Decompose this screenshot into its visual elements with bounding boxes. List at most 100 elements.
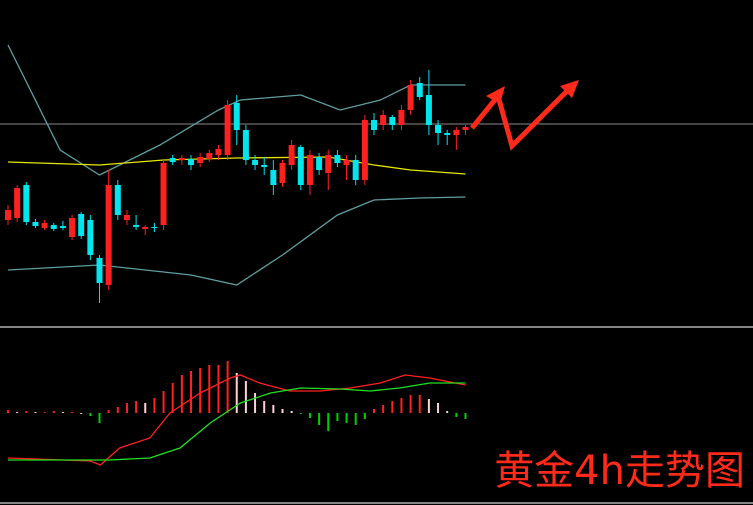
- candle-body: [160, 163, 167, 225]
- histogram-bar: [345, 413, 348, 423]
- histogram-bar: [391, 401, 394, 413]
- candle-body: [371, 120, 377, 130]
- histogram-bar: [299, 413, 302, 414]
- candle-body: [41, 223, 48, 228]
- histogram-bar: [244, 381, 247, 413]
- candle-body: [188, 159, 194, 165]
- arrow-head: [486, 86, 505, 104]
- candle-body: [288, 145, 295, 165]
- histogram-bar: [254, 393, 257, 413]
- histogram-bar: [80, 413, 83, 414]
- histogram-bar: [464, 413, 467, 419]
- candle-body: [279, 163, 286, 183]
- histogram-bar: [308, 413, 311, 418]
- candle-body: [224, 105, 231, 155]
- annotation: 黄金4h走势图: [494, 448, 745, 494]
- histogram-bar: [235, 373, 238, 413]
- candle-body: [59, 226, 66, 228]
- histogram-bar: [34, 412, 37, 413]
- candle-body: [23, 185, 30, 222]
- histogram-bar: [116, 407, 119, 413]
- candle-body: [32, 222, 39, 226]
- candle-body: [297, 147, 304, 185]
- histogram-bar: [98, 413, 101, 423]
- candle-body: [453, 130, 460, 135]
- candle-body: [435, 125, 442, 133]
- histogram-bar: [281, 409, 284, 413]
- histogram-bar: [455, 413, 458, 417]
- histogram-bar: [437, 403, 440, 413]
- candle-body: [151, 227, 158, 228]
- histogram-bar: [61, 412, 64, 413]
- histogram-bar: [162, 391, 165, 413]
- candle-body: [462, 127, 469, 130]
- candle-body: [197, 157, 204, 163]
- histogram-bar: [272, 405, 275, 413]
- histogram-bar: [52, 411, 55, 413]
- histogram-bar: [418, 395, 421, 413]
- candle-body: [270, 170, 277, 185]
- histogram-bar: [217, 365, 220, 413]
- histogram-bar: [89, 413, 92, 416]
- candle-body: [69, 218, 76, 237]
- candle-body: [133, 225, 140, 227]
- candle-body: [14, 188, 21, 218]
- histogram-bar: [71, 412, 74, 413]
- candle-body: [352, 160, 359, 180]
- candle-body: [78, 214, 85, 236]
- histogram-bar: [336, 413, 339, 421]
- histogram-bar: [318, 413, 321, 425]
- histogram-bar: [125, 403, 128, 413]
- indicator-line: [7, 374, 466, 466]
- histogram-bar: [153, 398, 156, 413]
- histogram-bar: [226, 361, 229, 413]
- histogram-bar: [144, 403, 147, 413]
- candle-body: [444, 133, 451, 135]
- histogram-bar: [25, 411, 28, 413]
- candle-body: [416, 83, 423, 97]
- histogram-bar: [382, 405, 385, 413]
- candle-body: [306, 155, 313, 185]
- candle-body: [380, 115, 387, 125]
- candle-body: [398, 110, 405, 125]
- candle-body: [178, 158, 185, 160]
- indicator-line: [8, 382, 466, 461]
- histogram-bar: [363, 413, 366, 419]
- histogram-bar: [199, 368, 202, 413]
- candle-body: [114, 185, 121, 215]
- candle-body: [142, 227, 149, 229]
- histogram-bar: [446, 411, 449, 413]
- candle-body: [407, 85, 414, 110]
- zigzag: [470, 86, 572, 151]
- histogram-bar: [354, 413, 357, 425]
- histogram-bar: [327, 413, 330, 431]
- candle-body: [215, 149, 222, 155]
- histogram-bar: [135, 401, 138, 413]
- histogram-bar: [427, 399, 430, 413]
- histogram-bar: [7, 410, 9, 413]
- candle-body: [50, 225, 57, 229]
- candle-body: [169, 158, 176, 162]
- marks: [0, 44, 753, 466]
- candle-body: [233, 103, 240, 130]
- candle-body: [123, 215, 130, 220]
- forecast-arrow: [470, 80, 579, 151]
- candle-body: [242, 130, 249, 160]
- candle-body: [343, 160, 350, 165]
- candle-body: [105, 185, 112, 285]
- candle-body: [261, 165, 268, 167]
- arrow-head: [560, 80, 579, 98]
- candle-body: [316, 157, 323, 170]
- histogram-bar: [171, 383, 174, 413]
- histogram-bar: [43, 412, 46, 413]
- candle-body: [325, 155, 332, 173]
- histogram-bar: [263, 401, 266, 413]
- candle-body: [96, 258, 103, 283]
- histogram-bar: [400, 398, 403, 413]
- candle-body: [361, 120, 368, 180]
- candle-body: [389, 117, 396, 125]
- candle-body: [5, 210, 11, 220]
- indicator-line: [7, 156, 466, 175]
